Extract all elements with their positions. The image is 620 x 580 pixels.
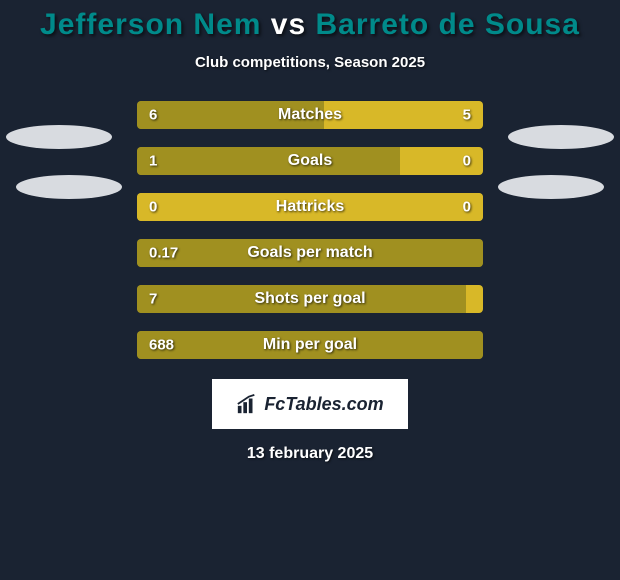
decorative-ellipse bbox=[6, 125, 112, 149]
stat-row: 0.17 Goals per match bbox=[0, 239, 620, 267]
date-text: 13 february 2025 bbox=[247, 445, 373, 463]
stat-value-right: 0 bbox=[463, 153, 471, 170]
logo-box[interactable]: FcTables.com bbox=[212, 379, 408, 429]
stat-value-left: 6 bbox=[149, 107, 157, 124]
stat-value-right: 5 bbox=[463, 107, 471, 124]
stat-label: Goals bbox=[288, 152, 332, 170]
stat-row: 1 0 Goals bbox=[0, 147, 620, 175]
page-title: Jefferson Nem vs Barreto de Sousa bbox=[40, 8, 580, 42]
stat-value-left: 0 bbox=[149, 199, 157, 216]
title-player1: Jefferson Nem bbox=[40, 8, 261, 41]
stat-value-left: 1 bbox=[149, 153, 157, 170]
decorative-ellipse bbox=[16, 175, 122, 199]
bar-track: 688 Min per goal bbox=[137, 331, 483, 359]
logo-text: FcTables.com bbox=[264, 394, 383, 415]
bar-right bbox=[324, 101, 483, 129]
stat-row: 6 5 Matches bbox=[0, 101, 620, 129]
infographic-container: Jefferson Nem vs Barreto de Sousa Club c… bbox=[0, 0, 620, 580]
bar-track: 7 Shots per goal bbox=[137, 285, 483, 313]
bar-track: 0.17 Goals per match bbox=[137, 239, 483, 267]
title-vs: vs bbox=[271, 8, 306, 41]
stat-value-right: 0 bbox=[463, 199, 471, 216]
stat-row: 7 Shots per goal bbox=[0, 285, 620, 313]
title-player2: Barreto de Sousa bbox=[316, 8, 580, 41]
stat-label: Matches bbox=[278, 106, 342, 124]
subtitle: Club competitions, Season 2025 bbox=[195, 54, 425, 71]
stat-label: Goals per match bbox=[247, 244, 372, 262]
stat-value-left: 7 bbox=[149, 291, 157, 308]
decorative-ellipse bbox=[498, 175, 604, 199]
bar-track: 0 0 Hattricks bbox=[137, 193, 483, 221]
stat-row: 688 Min per goal bbox=[0, 331, 620, 359]
bar-track: 1 0 Goals bbox=[137, 147, 483, 175]
stat-label: Shots per goal bbox=[254, 290, 365, 308]
bar-track: 6 5 Matches bbox=[137, 101, 483, 129]
chart-icon bbox=[236, 393, 258, 415]
bar-left bbox=[137, 147, 400, 175]
stat-label: Hattricks bbox=[276, 198, 344, 216]
stat-label: Min per goal bbox=[263, 336, 357, 354]
stat-value-left: 688 bbox=[149, 337, 174, 354]
stat-value-left: 0.17 bbox=[149, 245, 178, 262]
bar-right bbox=[466, 285, 483, 313]
decorative-ellipse bbox=[508, 125, 614, 149]
